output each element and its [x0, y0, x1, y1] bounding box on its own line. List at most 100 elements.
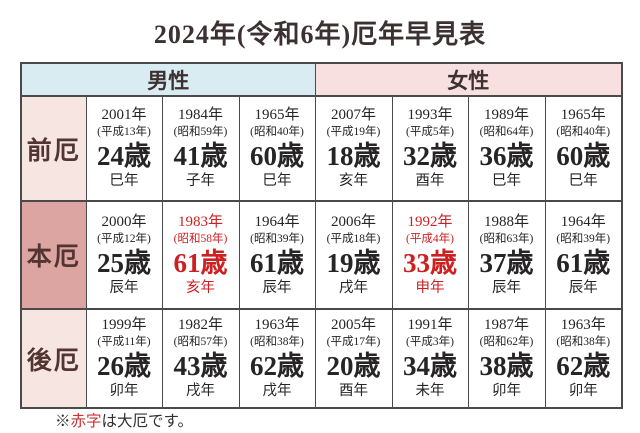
cell-zodiac: 戌年 — [186, 383, 215, 399]
yakudoshi-cell: 1991年 (平成3年) 34歳 未年 — [391, 308, 469, 409]
yakudoshi-cell: 1982年 (昭和57年) 43歳 戌年 — [161, 308, 240, 409]
cell-year: 1989年 — [483, 107, 529, 123]
cell-era: (昭和39年) — [556, 232, 611, 245]
cell-age: 25歳 — [97, 247, 151, 278]
cell-age: 62歳 — [556, 351, 611, 381]
cell-zodiac: 子年 — [186, 173, 215, 189]
atoyaku-row: 後厄 1999年 (平成11年) 26歳 卯年 1982年 (昭和57年) 43… — [20, 308, 623, 409]
yakudoshi-cell: 2007年 (平成19年) 18歳 亥年 — [314, 95, 393, 202]
footnote: ※赤字は大厄です。 — [55, 409, 193, 431]
cell-era: (昭和63年) — [479, 232, 534, 245]
cell-age: 20歳 — [326, 351, 381, 381]
maeyaku-row: 前厄 2001年 (平成13年) 24歳 巳年 1984年 (昭和59年) 41… — [20, 95, 623, 202]
cell-year: 2000年 — [101, 213, 147, 230]
cell-era: (昭和64年) — [479, 126, 534, 138]
cell-year: 2007年 — [330, 107, 376, 123]
cell-age: 36歳 — [479, 141, 534, 171]
cell-year: 1965年 — [560, 107, 606, 123]
cell-year: 1988年 — [483, 213, 529, 230]
yakudoshi-cell: 1964年 (昭和39年) 61歳 辰年 — [238, 200, 316, 310]
row-label-honyaku: 本厄 — [20, 200, 87, 310]
yakudoshi-cell: 1963年 (昭和38年) 62歳 卯年 — [544, 308, 623, 409]
male-header: 男性 — [20, 62, 316, 97]
cell-age: 41歳 — [173, 141, 228, 171]
cell-year: 1993年 — [407, 107, 453, 123]
cell-era: (昭和40年) — [556, 126, 611, 138]
cell-zodiac: 酉年 — [415, 173, 445, 189]
cell-age: 24歳 — [97, 141, 151, 171]
cell-era: (昭和38年) — [250, 336, 304, 348]
cell-era: (平成18年) — [326, 232, 381, 245]
cell-era: (平成13年) — [97, 126, 151, 138]
cell-era: (平成5年) — [406, 126, 454, 138]
cell-zodiac: 亥年 — [339, 173, 368, 189]
cell-age: 32歳 — [403, 141, 457, 171]
cell-zodiac: 酉年 — [339, 383, 368, 399]
cell-age: 61歳 — [250, 247, 304, 278]
cell-year: 2005年 — [330, 317, 376, 333]
cell-age: 33歳 — [403, 247, 457, 278]
cell-zodiac: 巳年 — [568, 173, 598, 189]
honyaku-row: 本厄 2000年 (平成12年) 25歳 辰年 1983年 (昭和58年) 61… — [20, 200, 623, 310]
yakudoshi-cell: 1989年 (昭和64年) 36歳 巳年 — [467, 95, 546, 202]
footnote-red-word: 赤字 — [70, 413, 102, 430]
cell-zodiac: 卯年 — [568, 383, 598, 399]
cell-era: (平成3年) — [406, 336, 454, 348]
yakudoshi-table: 男性 女性 前厄 2001年 (平成13年) 24歳 巳年 1984年 (昭和5… — [20, 62, 623, 409]
cell-zodiac: 戌年 — [262, 383, 292, 399]
row-label-maeyaku: 前厄 — [20, 95, 87, 202]
cell-age: 34歳 — [403, 351, 457, 381]
cell-age: 37歳 — [479, 247, 534, 278]
cell-era: (平成11年) — [97, 336, 151, 348]
footnote-text: は大厄です。 — [101, 413, 193, 430]
cell-zodiac: 巳年 — [262, 173, 292, 189]
row-label-atoyaku: 後厄 — [20, 308, 87, 409]
gender-header-row: 男性 女性 — [20, 62, 623, 97]
cell-era: (平成19年) — [326, 126, 381, 138]
cell-era: (昭和62年) — [479, 336, 534, 348]
cell-year: 1992年 — [407, 213, 453, 230]
cell-year: 1983年 — [177, 213, 223, 230]
cell-age: 43歳 — [173, 351, 228, 381]
cell-zodiac: 申年 — [415, 279, 445, 296]
cell-zodiac: 辰年 — [262, 279, 292, 296]
yakudoshi-cell: 1988年 (昭和63年) 37歳 辰年 — [467, 200, 546, 310]
cell-zodiac: 未年 — [415, 383, 445, 399]
yakudoshi-cell: 2005年 (平成17年) 20歳 酉年 — [314, 308, 393, 409]
yakudoshi-cell-taiyaku: 1992年 (平成4年) 33歳 申年 — [391, 200, 469, 310]
cell-zodiac: 巳年 — [492, 173, 521, 189]
cell-zodiac: 亥年 — [186, 279, 215, 296]
cell-zodiac: 辰年 — [492, 279, 521, 296]
cell-era: (昭和57年) — [173, 336, 228, 348]
cell-age: 38歳 — [479, 351, 534, 381]
yakudoshi-cell-taiyaku: 1983年 (昭和58年) 61歳 亥年 — [161, 200, 240, 310]
yakudoshi-cell: 1964年 (昭和39年) 61歳 辰年 — [544, 200, 623, 310]
yakudoshi-cell: 2001年 (平成13年) 24歳 巳年 — [85, 95, 163, 202]
cell-zodiac: 卯年 — [492, 383, 521, 399]
cell-age: 62歳 — [250, 351, 304, 381]
cell-year: 2001年 — [101, 107, 147, 123]
cell-year: 2006年 — [330, 213, 376, 230]
cell-year: 1964年 — [560, 213, 606, 230]
cell-zodiac: 戌年 — [339, 279, 368, 296]
cell-year: 1963年 — [560, 317, 606, 333]
yakudoshi-cell: 1965年 (昭和40年) 60歳 巳年 — [544, 95, 623, 202]
yakudoshi-cell: 1965年 (昭和40年) 60歳 巳年 — [238, 95, 316, 202]
footnote-marker: ※ — [55, 413, 71, 430]
cell-era: (昭和59年) — [173, 126, 228, 138]
cell-year: 1991年 — [407, 317, 453, 333]
yakudoshi-cell: 2000年 (平成12年) 25歳 辰年 — [85, 200, 163, 310]
cell-zodiac: 辰年 — [109, 279, 139, 296]
yakudoshi-cell: 2006年 (平成18年) 19歳 戌年 — [314, 200, 393, 310]
yakudoshi-cell: 1963年 (昭和38年) 62歳 戌年 — [238, 308, 316, 409]
cell-year: 1982年 — [177, 317, 223, 333]
cell-year: 1964年 — [254, 213, 300, 230]
cell-year: 1987年 — [483, 317, 529, 333]
cell-age: 61歳 — [556, 247, 611, 278]
cell-era: (昭和39年) — [250, 232, 304, 245]
cell-year: 1963年 — [254, 317, 300, 333]
cell-year: 1984年 — [177, 107, 223, 123]
cell-zodiac: 辰年 — [568, 279, 598, 296]
cell-age: 18歳 — [326, 141, 381, 171]
